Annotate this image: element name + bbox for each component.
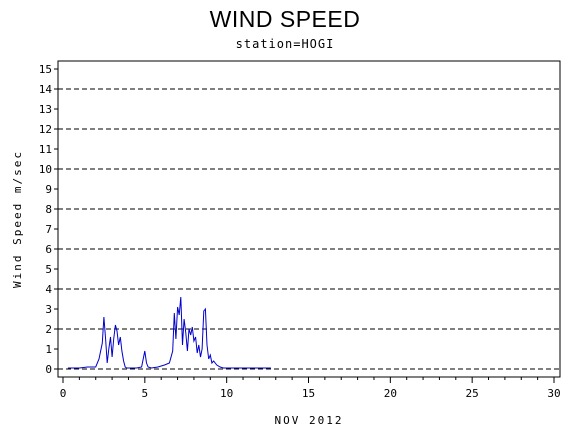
chart-title: WIND SPEED (209, 6, 361, 32)
y-tick-label-10: 10 (39, 163, 52, 176)
x-tick-label-20: 20 (384, 387, 397, 400)
y-tick-label-14: 14 (39, 83, 53, 96)
x-tick-label-0: 0 (60, 387, 67, 400)
x-axis-label: NOV 2012 (275, 414, 344, 427)
y-tick-label-15: 15 (39, 63, 52, 76)
x-tick-label-30: 30 (547, 387, 560, 400)
y-tick-label-8: 8 (45, 203, 52, 216)
y-tick-label-12: 12 (39, 123, 52, 136)
y-axis-label: Wind Speed m/sec (11, 150, 24, 288)
y-tick-label-5: 5 (45, 263, 52, 276)
grid-lines (58, 88, 560, 370)
plot-frame (57, 60, 561, 378)
y-tick-label-0: 0 (45, 363, 52, 376)
y-tick-label-6: 6 (45, 243, 52, 256)
y-tick-label-4: 4 (45, 283, 52, 296)
x-tick-label-15: 15 (302, 387, 315, 400)
chart-subtitle: station=HOGI (235, 37, 335, 51)
series-line (67, 296, 271, 369)
y-tick-label-9: 9 (45, 183, 52, 196)
y-tick-label-7: 7 (45, 223, 52, 236)
y-tick-label-13: 13 (39, 103, 52, 116)
x-axis: 0 5 10 15 20 25 30 (60, 377, 561, 400)
x-tick-label-5: 5 (142, 387, 149, 400)
x-tick-label-25: 25 (466, 387, 479, 400)
y-tick-label-2: 2 (45, 323, 52, 336)
y-tick-label-11: 11 (39, 143, 52, 156)
y-tick-label-3: 3 (45, 303, 52, 316)
y-tick-label-1: 1 (45, 343, 52, 356)
x-tick-label-10: 10 (220, 387, 233, 400)
